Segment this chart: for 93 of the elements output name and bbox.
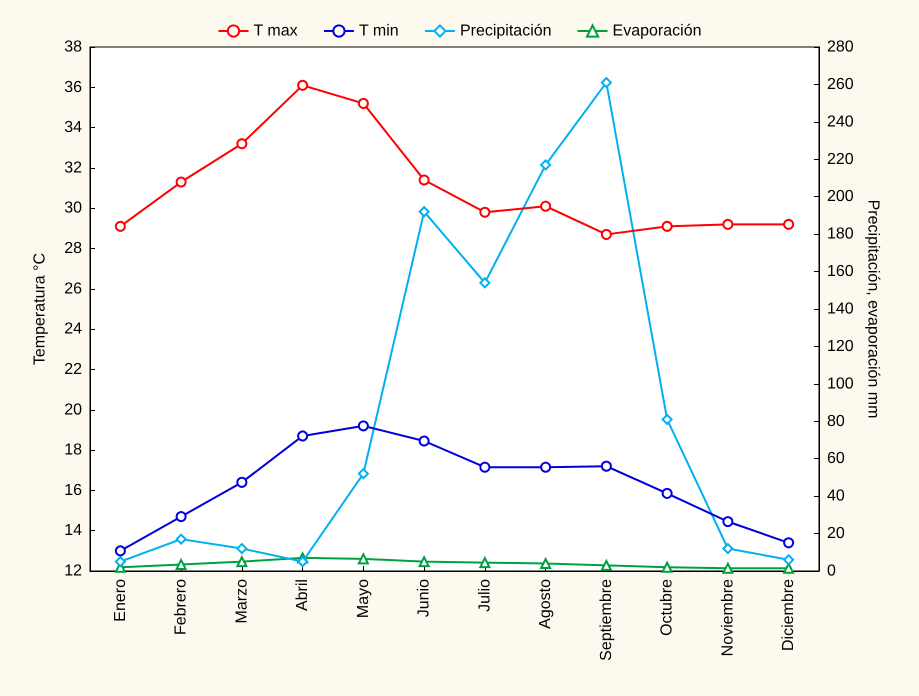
y2-tick-label: 180 bbox=[827, 226, 854, 243]
point bbox=[236, 476, 248, 488]
y2-tick-label: 80 bbox=[827, 412, 845, 430]
y2-tick-label: 200 bbox=[827, 188, 854, 206]
point bbox=[176, 511, 187, 522]
x-tick-label: Enero bbox=[112, 578, 129, 622]
y2-axis-title: Precipitación, evaporación mm bbox=[864, 200, 882, 418]
y2-tick-label: 280 bbox=[827, 38, 854, 56]
point bbox=[540, 200, 552, 212]
y2-tick-label: 140 bbox=[827, 300, 854, 318]
y-tick-label: 18 bbox=[64, 442, 82, 459]
y2-tick-label: 220 bbox=[827, 150, 854, 168]
point bbox=[783, 537, 794, 548]
point bbox=[540, 462, 552, 473]
legend-label: T max bbox=[254, 22, 298, 40]
point bbox=[176, 558, 187, 570]
y-tick-label: 16 bbox=[64, 482, 82, 499]
point bbox=[600, 460, 612, 472]
x-tick-label: Julio bbox=[476, 578, 494, 612]
point bbox=[479, 277, 490, 288]
point bbox=[600, 228, 612, 240]
y-tick-label: 38 bbox=[64, 38, 82, 56]
point bbox=[540, 558, 552, 570]
point bbox=[783, 554, 794, 566]
point bbox=[783, 562, 794, 574]
point bbox=[722, 516, 734, 528]
point bbox=[662, 488, 673, 499]
point bbox=[358, 98, 369, 109]
point bbox=[418, 174, 430, 186]
x-tick-label: Mayo bbox=[354, 578, 372, 618]
legend-label: T min bbox=[358, 22, 399, 40]
y2-tick-label: 120 bbox=[827, 338, 854, 355]
y2-tick-label: 20 bbox=[827, 525, 845, 542]
y-tick-label: 36 bbox=[64, 78, 82, 96]
x-tick-label: Febrero bbox=[172, 578, 190, 636]
point bbox=[479, 462, 490, 473]
x-tick-label: Abril bbox=[294, 579, 312, 612]
y2-tick-label: 100 bbox=[827, 375, 854, 392]
point bbox=[236, 138, 248, 150]
point bbox=[358, 468, 369, 480]
point bbox=[600, 560, 612, 571]
point bbox=[662, 562, 673, 573]
y-tick-label: 34 bbox=[64, 119, 82, 136]
point bbox=[114, 545, 126, 556]
y-tick-label: 20 bbox=[64, 401, 82, 418]
y2-tick-label: 160 bbox=[827, 263, 854, 280]
y-tick-label: 22 bbox=[64, 360, 82, 378]
legend-label: Evaporación bbox=[612, 22, 702, 40]
y-tick-label: 12 bbox=[64, 562, 82, 580]
point bbox=[722, 562, 734, 574]
point bbox=[662, 414, 673, 425]
x-tick-label: Octubre bbox=[658, 578, 676, 636]
x-tick-label: Septiembre bbox=[598, 578, 615, 661]
point bbox=[540, 159, 552, 170]
y2-tick-label: 0 bbox=[827, 562, 836, 580]
x-tick-label: Marzo bbox=[233, 578, 250, 624]
legend-label: Precipitación bbox=[460, 22, 552, 40]
y-tick-label: 26 bbox=[64, 280, 82, 298]
y-axis-title: Temperatura °C bbox=[32, 252, 48, 366]
point bbox=[176, 176, 187, 188]
point bbox=[114, 556, 126, 568]
point bbox=[358, 553, 369, 564]
point bbox=[418, 206, 430, 218]
point bbox=[358, 420, 369, 432]
point bbox=[600, 77, 612, 88]
point bbox=[479, 557, 490, 568]
point bbox=[783, 218, 794, 230]
x-tick-label: Agosto bbox=[537, 578, 554, 629]
point bbox=[297, 556, 308, 568]
point bbox=[479, 206, 490, 218]
point bbox=[236, 543, 248, 554]
x-tick-label: Junio bbox=[416, 578, 433, 618]
point bbox=[297, 430, 308, 442]
y-tick-label: 28 bbox=[64, 240, 82, 258]
point bbox=[114, 220, 126, 232]
y-tick-label: 24 bbox=[64, 320, 82, 338]
y2-tick-label: 60 bbox=[827, 450, 845, 468]
y-tick-label: 14 bbox=[64, 522, 82, 540]
x-tick-label: Diciembre bbox=[780, 578, 798, 652]
y-tick-label: 32 bbox=[64, 159, 82, 176]
y-tick-label: 30 bbox=[64, 200, 82, 217]
point bbox=[722, 543, 734, 554]
y2-tick-label: 40 bbox=[827, 488, 845, 505]
x-tick-label: Noviembre bbox=[719, 578, 736, 656]
point bbox=[722, 218, 734, 230]
point bbox=[297, 80, 308, 91]
y2-tick-label: 240 bbox=[827, 113, 854, 130]
point bbox=[236, 556, 248, 568]
point bbox=[418, 436, 430, 447]
point bbox=[662, 220, 673, 232]
y2-tick-label: 260 bbox=[827, 76, 854, 93]
point bbox=[418, 556, 430, 568]
point bbox=[176, 534, 187, 545]
